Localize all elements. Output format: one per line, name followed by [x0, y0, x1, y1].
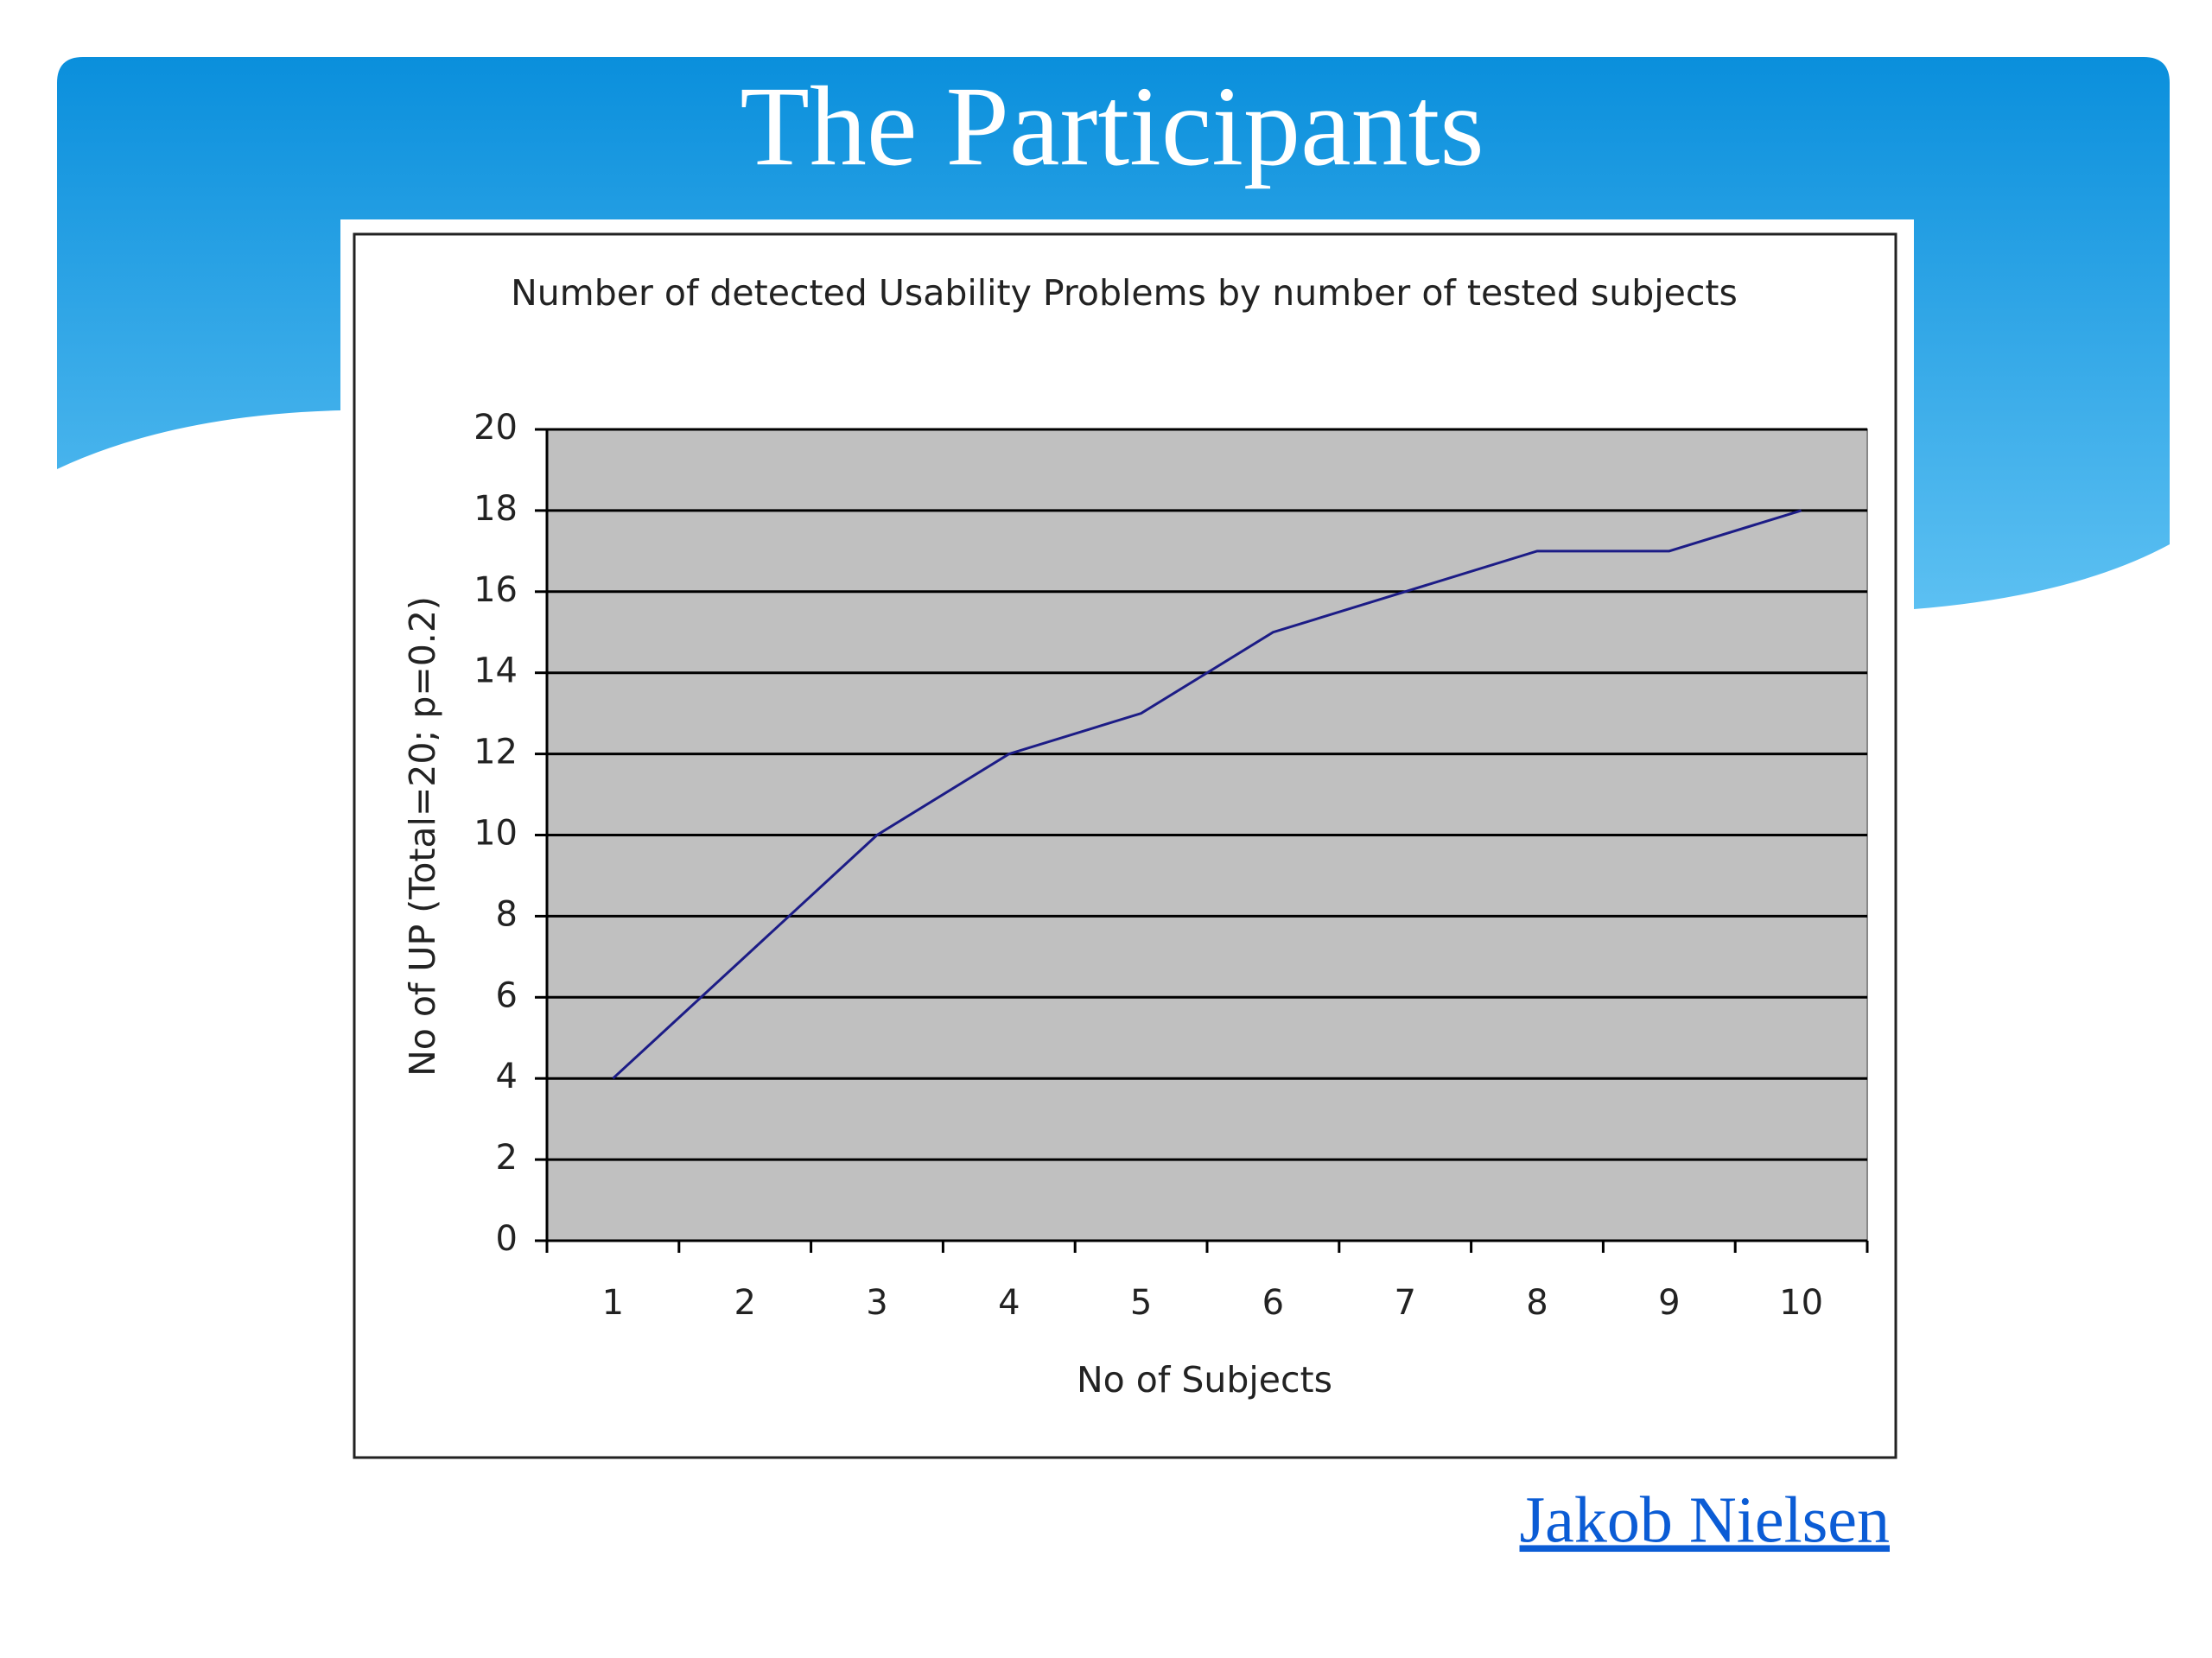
x-tick-label: 6: [1262, 1283, 1284, 1323]
slide-title: The Participants: [740, 62, 1484, 189]
y-tick-label: 14: [474, 651, 518, 691]
x-tick-label: 3: [866, 1283, 887, 1323]
x-tick-label: 5: [1130, 1283, 1152, 1323]
y-tick-label: 18: [474, 489, 518, 529]
y-tick-label: 2: [496, 1138, 518, 1178]
x-axis-label: No of Subjects: [1077, 1359, 1332, 1401]
y-tick-label: 20: [474, 408, 518, 448]
y-tick-label: 0: [496, 1219, 518, 1259]
x-tick-label: 9: [1658, 1283, 1680, 1323]
x-tick-label: 10: [1779, 1283, 1823, 1323]
x-tick-label: 1: [602, 1283, 624, 1323]
x-tick-label: 4: [998, 1283, 1020, 1323]
y-tick-label: 10: [474, 814, 518, 854]
credit-text[interactable]: Jakob Nielsen: [1520, 1483, 1890, 1556]
y-tick-label: 4: [496, 1057, 518, 1096]
y-axis-label: No of UP (Total=20; p=0.2): [402, 596, 443, 1077]
data-line: [612, 509, 1802, 1080]
y-tick-label: 8: [496, 894, 518, 934]
y-tick-label: 16: [474, 570, 518, 610]
x-tick-label: 2: [734, 1283, 755, 1323]
chart-frame: [353, 232, 1897, 1459]
x-tick-label: 7: [1394, 1283, 1415, 1323]
chart-title: Number of detected Usability Problems by…: [511, 272, 1738, 314]
x-tick-label: 8: [1526, 1283, 1548, 1323]
credit-link[interactable]: Jakob Nielsen: [1520, 1483, 1890, 1556]
y-tick-label: 12: [474, 733, 518, 772]
y-tick-label: 6: [496, 975, 518, 1015]
